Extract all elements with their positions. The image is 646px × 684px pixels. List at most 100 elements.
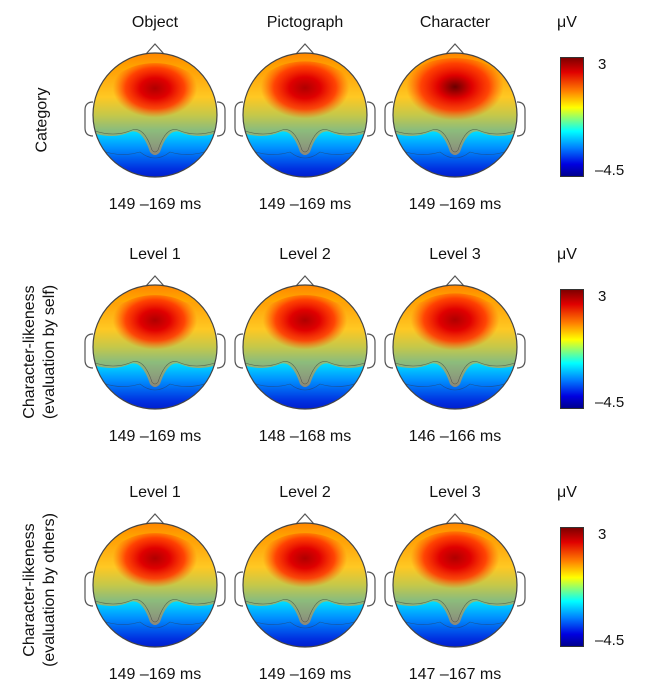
contour-line [249,619,361,629]
topo-head-map [234,43,376,178]
contour-line [243,361,367,385]
topo-head-map [234,275,376,410]
topo-peak [254,533,356,603]
right-ear [516,333,526,369]
row-label-line1: Character-likeness [20,523,38,657]
colorbar-max-label: 3 [598,56,607,73]
contour-line [93,599,217,623]
head-outline [242,522,368,648]
colorbar-min-label: –4.5 [595,632,625,649]
topo-head-map [234,513,376,648]
row-label-line1: Category [32,87,50,153]
contour-line [393,361,517,385]
contour-line [93,129,217,153]
topo-head-map [84,513,226,648]
right-ear [366,571,376,607]
panel-title: Level 3 [429,246,481,263]
right-ear [216,333,226,369]
nose [145,275,165,287]
contour-line [243,599,367,623]
unit-label: μV [557,246,577,263]
right-ear [516,571,526,607]
head-outline [392,284,518,410]
row-label: Character-likeness (evaluation by self) [20,285,60,419]
contour-line [399,619,511,629]
right-ear [366,101,376,137]
head-outline [92,284,218,410]
head-outline [242,284,368,410]
panel-title: Level 2 [279,484,331,501]
nose [145,43,165,55]
contour-line [399,381,511,391]
panel-title: Level 1 [129,484,181,501]
colorbar-max-label: 3 [598,526,607,543]
colorbar-min-label: –4.5 [595,162,625,179]
time-window-label: 149 –169 ms [408,196,502,213]
topo-peak [254,295,356,365]
time-window-label: 149 –169 ms [108,196,202,213]
left-ear [84,101,94,137]
head-outline [392,52,518,178]
left-ear [384,571,394,607]
nose [145,513,165,525]
unit-label: μV [557,484,577,501]
time-window-label: 149 –169 ms [108,666,202,683]
time-window-label: 149 –169 ms [258,196,352,213]
topo-head-map [84,275,226,410]
panel-title: Character [419,14,491,31]
nose [295,513,315,525]
row-label-line1: Character-likeness [21,285,39,419]
right-ear [216,571,226,607]
contour-line [393,599,517,623]
colorbar [560,289,584,409]
row-label: Character-likeness (evaluation by others) [20,513,60,667]
time-window-label: 146 –166 ms [408,428,502,445]
topo-peak [104,295,206,365]
left-ear [384,101,394,137]
left-ear [384,333,394,369]
topo-peak [104,533,206,603]
topo-peak [402,293,508,367]
topo-head-map [384,275,526,410]
right-ear [516,101,526,137]
topo-peak [104,63,206,133]
left-ear [84,571,94,607]
panel-title: Pictograph [266,14,344,31]
right-ear [216,101,226,137]
topo-head-map [84,43,226,178]
colorbar-max-label: 3 [598,288,607,305]
topo-head-map [384,513,526,648]
left-ear [84,333,94,369]
nose [445,513,465,525]
panel-title: Level 3 [429,484,481,501]
topo-peak [402,531,508,605]
contour-line [249,149,361,159]
topo-head-map [384,43,526,178]
topo-peak [252,61,358,135]
colorbar [560,527,584,647]
head-outline [242,52,368,178]
contour-line [243,129,367,153]
contour-line [249,381,361,391]
contour-line [93,361,217,385]
row-label-line2: (evaluation by others) [40,513,58,667]
head-outline [392,522,518,648]
nose [445,275,465,287]
panel-title: Level 1 [129,246,181,263]
time-window-label: 147 –167 ms [408,666,502,683]
row-label-line2: (evaluation by self) [41,284,59,420]
left-ear [234,101,244,137]
head-outline [92,52,218,178]
row-label: Category [32,88,52,153]
topo-peak [397,58,513,138]
contour-line [99,149,211,159]
right-ear [366,333,376,369]
contour-line [99,619,211,629]
panel-title: Object [131,14,179,31]
nose [445,43,465,55]
panel-title: Level 2 [279,246,331,263]
left-ear [234,571,244,607]
contour-line [99,381,211,391]
nose [295,275,315,287]
